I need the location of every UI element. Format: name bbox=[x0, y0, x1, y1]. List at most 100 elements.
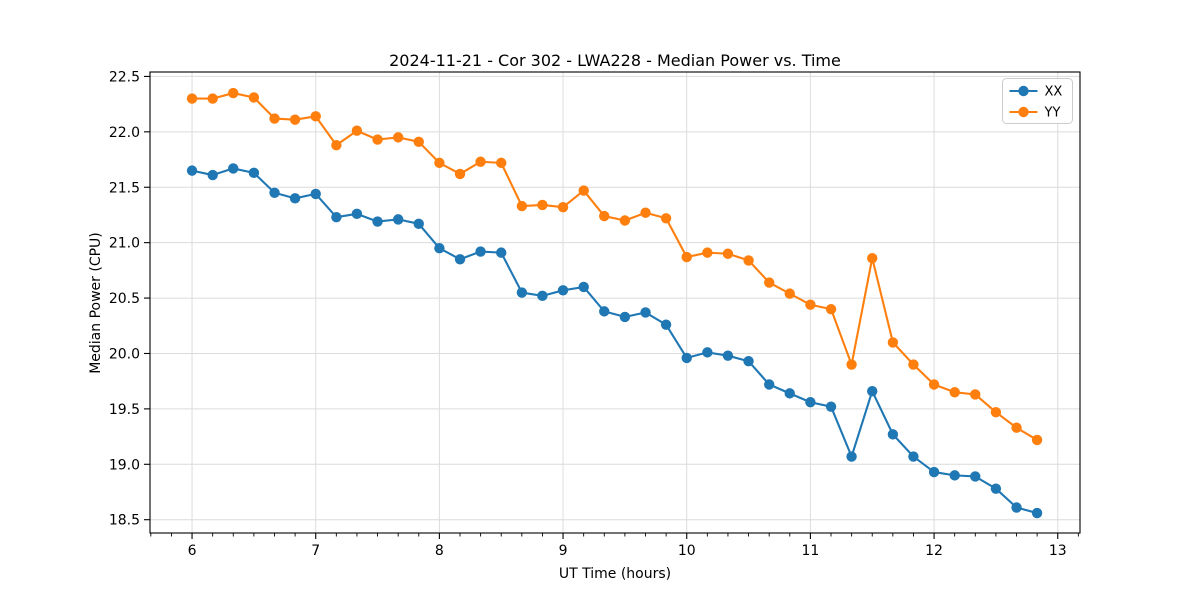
data-point-XX bbox=[207, 169, 218, 181]
x-tick-label: 9 bbox=[559, 543, 568, 559]
y-tick-label: 21.5 bbox=[109, 180, 140, 196]
data-point-XX bbox=[248, 167, 260, 179]
data-point-XX bbox=[289, 193, 301, 204]
gridlines bbox=[150, 72, 1080, 533]
legend-entry-YY: YY bbox=[1009, 106, 1061, 121]
data-point-YY bbox=[846, 359, 857, 370]
data-point-XX bbox=[722, 350, 734, 361]
data-point-YY bbox=[331, 139, 342, 151]
data-point-YY bbox=[269, 113, 280, 124]
legend-label: YY bbox=[1044, 106, 1061, 121]
y-tick-label: 22.0 bbox=[109, 125, 140, 141]
x-tick-label: 12 bbox=[925, 543, 943, 559]
series-YY-line bbox=[190, 92, 1039, 441]
y-axis-label: Median Power (CPU) bbox=[88, 232, 104, 374]
data-point-YY bbox=[764, 277, 775, 288]
data-point-YY bbox=[970, 389, 981, 400]
legend-label: XX bbox=[1045, 85, 1063, 100]
data-point-XX bbox=[496, 247, 507, 258]
data-point-YY bbox=[186, 93, 198, 104]
data-point-YY bbox=[372, 134, 383, 145]
data-point-YY bbox=[908, 359, 919, 370]
series-XX-markers bbox=[186, 163, 1043, 519]
series-YY-markers bbox=[186, 87, 1043, 446]
data-point-YY bbox=[1011, 422, 1022, 433]
data-point-XX bbox=[269, 187, 280, 198]
data-point-YY bbox=[557, 201, 569, 213]
data-point-YY bbox=[660, 213, 672, 224]
data-point-XX bbox=[1011, 502, 1022, 513]
data-point-XX bbox=[702, 347, 713, 358]
y-tick-label: 19.0 bbox=[109, 457, 140, 473]
data-point-XX bbox=[846, 451, 857, 462]
data-point-YY bbox=[578, 185, 589, 196]
data-point-XX bbox=[413, 218, 424, 230]
data-point-YY bbox=[949, 387, 960, 398]
series-XX-line bbox=[190, 167, 1039, 515]
data-point-YY bbox=[743, 255, 754, 266]
data-point-XX bbox=[743, 356, 754, 367]
data-point-XX bbox=[186, 165, 198, 176]
data-point-YY bbox=[393, 132, 404, 143]
data-point-XX bbox=[310, 188, 321, 200]
plot-border bbox=[149, 71, 1081, 534]
data-point-YY bbox=[805, 299, 816, 310]
data-point-XX bbox=[599, 306, 610, 317]
data-point-XX bbox=[454, 254, 466, 265]
data-point-XX bbox=[784, 388, 795, 399]
data-point-YY bbox=[516, 200, 528, 212]
data-point-YY bbox=[722, 248, 734, 259]
legend-entry-XX: XX bbox=[1009, 85, 1063, 100]
y-tick-label: 20.0 bbox=[109, 346, 140, 362]
data-point-YY bbox=[248, 92, 260, 103]
x-tick-label: 10 bbox=[678, 543, 696, 559]
data-point-XX bbox=[867, 385, 878, 397]
data-point-YY bbox=[681, 251, 692, 263]
data-point-XX bbox=[228, 163, 239, 174]
data-point-XX bbox=[537, 290, 548, 302]
data-point-YY bbox=[640, 207, 651, 218]
data-point-YY bbox=[599, 210, 610, 222]
data-point-YY bbox=[496, 157, 507, 169]
data-point-XX bbox=[578, 281, 589, 293]
y-tick-label: 22.5 bbox=[109, 69, 140, 85]
axes: 6 7 8 9 10 11 12 13 18.5 19.0 19.5 20.0 20.5 21.0 21.5… bbox=[109, 69, 1081, 559]
x-tick-label: 8 bbox=[435, 543, 444, 559]
data-point-XX bbox=[887, 429, 899, 440]
data-point-YY bbox=[207, 93, 218, 104]
data-point-YY bbox=[228, 87, 239, 99]
data-point-XX bbox=[825, 401, 837, 412]
data-point-YY bbox=[867, 252, 878, 264]
data-point-XX bbox=[475, 246, 486, 257]
data-point-YY bbox=[351, 125, 363, 136]
x-tick-label: 7 bbox=[311, 543, 320, 559]
data-point-XX bbox=[516, 287, 528, 298]
y-tick-label: 19.5 bbox=[109, 402, 140, 418]
legend-marker bbox=[1018, 85, 1029, 97]
data-point-YY bbox=[702, 247, 713, 258]
chart-title: 2024-11-21 - Cor 302 - LWA228 - Median P… bbox=[389, 51, 841, 70]
data-point-XX bbox=[764, 379, 775, 390]
data-point-YY bbox=[990, 407, 1002, 418]
data-point-XX bbox=[970, 471, 981, 482]
data-point-YY bbox=[454, 168, 466, 180]
data-point-YY bbox=[784, 288, 795, 299]
data-point-YY bbox=[928, 379, 940, 390]
data-point-YY bbox=[434, 157, 445, 169]
data-point-XX bbox=[928, 466, 940, 478]
data-point-XX bbox=[393, 214, 404, 225]
data-point-YY bbox=[413, 136, 424, 148]
data-point-YY bbox=[887, 337, 899, 348]
x-tick-label: 6 bbox=[188, 543, 197, 559]
data-series bbox=[186, 87, 1043, 519]
data-point-YY bbox=[475, 156, 486, 167]
data-point-XX bbox=[372, 216, 383, 227]
legend-marker bbox=[1018, 106, 1029, 118]
data-point-YY bbox=[310, 111, 321, 122]
data-point-XX bbox=[681, 352, 692, 364]
data-point-XX bbox=[434, 242, 445, 254]
y-tick-label: 21.0 bbox=[109, 236, 140, 252]
x-axis-label: UT Time (hours) bbox=[559, 566, 671, 582]
